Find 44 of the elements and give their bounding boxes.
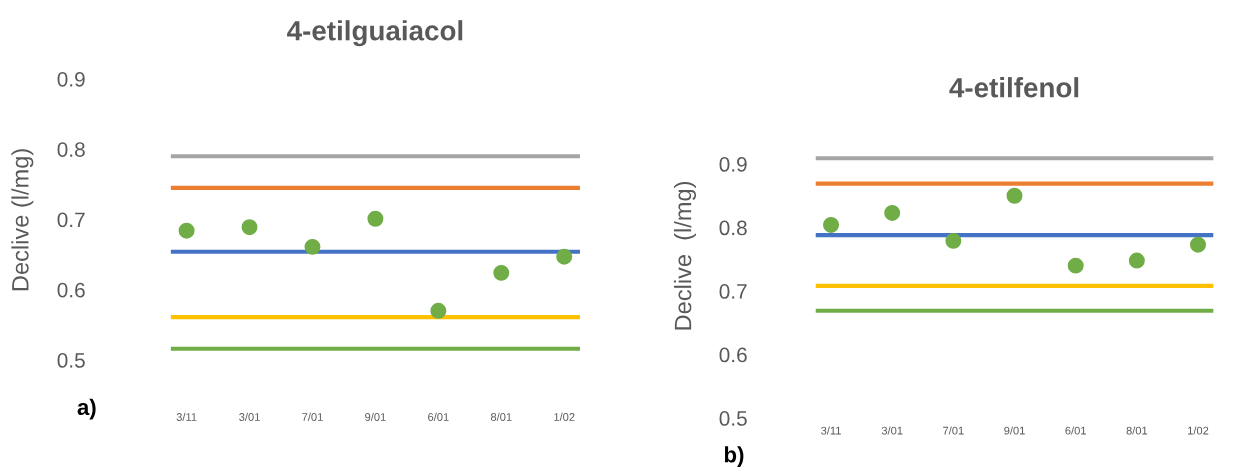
point [884,204,901,221]
point [493,264,510,281]
y-tick-label: 0.9 [57,71,85,87]
point [1128,252,1145,269]
x-tick-label: 9/01 [365,412,386,421]
x-tick-label: 7/01 [302,412,323,421]
point [304,238,321,255]
x-tick-label: 3/01 [239,412,260,421]
point [367,210,384,227]
point [1067,257,1084,274]
point [945,232,962,249]
x-tick-label: 8/01 [1126,426,1148,435]
point [1190,236,1206,253]
x-tick-label: 8/01 [490,412,512,421]
x-tick-label: 6/01 [1065,426,1086,435]
point [556,248,573,265]
y-tick-label: 0.5 [57,353,85,368]
y-axis-title: Declive (l/mg) [11,149,34,291]
x-tick-label: 1/02 [1188,426,1209,435]
y-tick-label: 0.9 [719,157,747,172]
point [823,217,840,233]
chart-title: 4-etilfenol [949,77,1079,98]
text: b) [724,446,744,467]
y-tick-label: 0.8 [57,142,85,157]
point [178,222,195,239]
y-tick-label: 0.6 [57,282,85,298]
x-tick-label: 6/01 [428,412,449,421]
y-tick-label: 0.7 [57,212,85,228]
y-tick-label: 0.5 [719,411,747,426]
x-tick-label: 9/01 [1004,426,1025,435]
x-tick-label: 1/02 [554,412,575,421]
x-tick-label: 3/11 [821,426,841,435]
point [430,302,447,319]
chart-title: 4-etilguaiacol [287,20,463,47]
point [1006,187,1023,204]
y-tick-label: 0.7 [719,284,747,299]
point [241,219,258,236]
text: a) [77,398,96,420]
y-axis-title: Declive (l/mg) [674,181,697,330]
x-tick-label: 3/11 [176,412,197,421]
y-tick-label: 0.8 [719,220,747,236]
x-tick-label: 7/01 [943,426,964,435]
x-tick-label: 3/01 [881,426,903,435]
y-tick-label: 0.6 [719,347,747,363]
